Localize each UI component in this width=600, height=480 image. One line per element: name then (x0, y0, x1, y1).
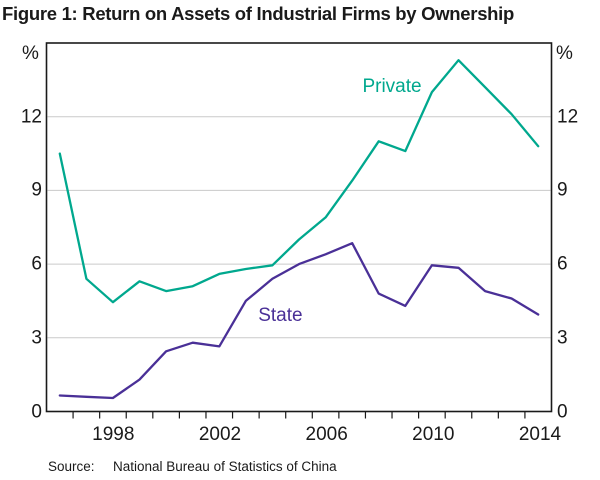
x-tick-label-2010: 2010 (412, 424, 455, 445)
y-tick-label-right-3: 3 (557, 327, 568, 349)
figure-title: Figure 1: Return on Assets of Industrial… (2, 3, 515, 24)
y-tick-label-right-9: 9 (557, 179, 568, 201)
x-tick-label-2014: 2014 (518, 424, 562, 445)
x-tick-label-1998: 1998 (92, 424, 135, 445)
x-tick-label-2006: 2006 (305, 424, 348, 445)
source-text: National Bureau of Statistics of China (113, 459, 337, 474)
series-label-private: Private (362, 76, 422, 98)
y-tick-label-left-0: 0 (31, 401, 42, 422)
y-tick-label-right-12: 12 (557, 106, 579, 128)
x-tick-label-2002: 2002 (198, 424, 242, 445)
y-tick-label-left-12: 12 (20, 106, 42, 128)
y-tick-label-right-0: 0 (557, 401, 568, 422)
y-tick-label-left-9: 9 (31, 179, 42, 201)
y-axis-unit-left: % (22, 43, 39, 64)
y-tick-label-left-6: 6 (31, 253, 42, 275)
source-label: Source: (48, 459, 95, 474)
y-axis-unit-right: % (556, 43, 573, 64)
series-label-state: State (258, 304, 303, 326)
source-note: Source: National Bureau of Statistics of… (48, 459, 337, 474)
y-tick-label-left-3: 3 (31, 327, 42, 349)
y-tick-label-right-6: 6 (557, 253, 568, 275)
